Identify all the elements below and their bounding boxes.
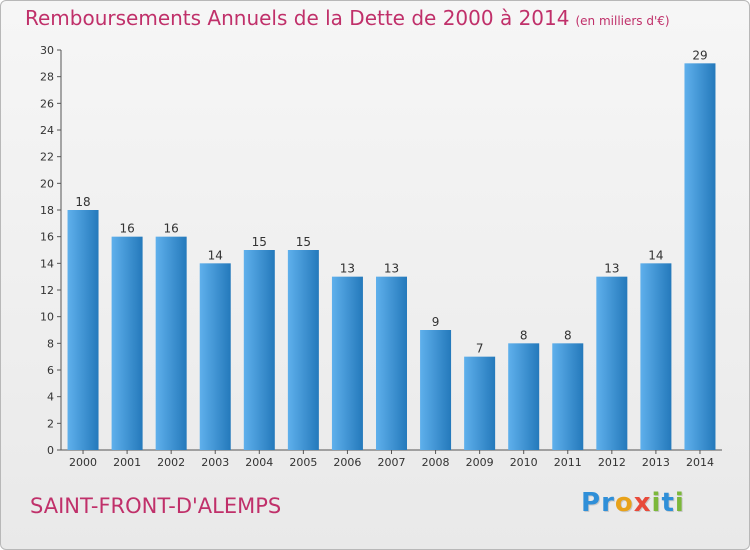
- logo-letter: t: [661, 488, 675, 518]
- logo-letter: P: [581, 488, 602, 518]
- bar: [199, 263, 231, 450]
- bar: [111, 236, 143, 450]
- x-tick-label: 2003: [201, 456, 229, 469]
- bar: [640, 263, 672, 450]
- x-tick-label: 2013: [642, 456, 670, 469]
- logo-letter: i: [674, 488, 685, 518]
- y-tick-label: 20: [40, 177, 54, 190]
- chart-title-text: Remboursements Annuels de la Dette de 20…: [25, 6, 570, 30]
- y-tick-label: 0: [47, 444, 54, 457]
- x-tick-label: 2004: [245, 456, 273, 469]
- x-tick-label: 2011: [554, 456, 582, 469]
- bar: [331, 276, 363, 450]
- x-tick-label: 2012: [598, 456, 626, 469]
- bar: [287, 250, 319, 450]
- data-label: 13: [384, 262, 399, 276]
- data-label: 13: [604, 262, 619, 276]
- bar: [376, 276, 407, 450]
- x-tick-label: 2007: [378, 456, 406, 469]
- bar: [67, 210, 99, 450]
- bar: [596, 276, 628, 450]
- bars-group: 18 16 16 14 15 15 13 13 9 7 8 8 13 14 29: [67, 48, 716, 450]
- y-tick-label: 26: [40, 97, 54, 110]
- proxiti-logo: Proxiti: [581, 488, 685, 518]
- y-tick-label: 16: [40, 231, 54, 244]
- data-label: 15: [252, 235, 267, 249]
- y-tick-label: 28: [40, 71, 54, 84]
- x-tick-label: 2009: [466, 456, 494, 469]
- y-tick-label: 22: [40, 151, 54, 164]
- data-label: 9: [432, 315, 440, 329]
- x-tick-label: 2008: [422, 456, 450, 469]
- data-label: 18: [75, 195, 90, 209]
- x-tick-label: 2001: [113, 456, 141, 469]
- logo-letter: x: [633, 488, 652, 518]
- data-label: 16: [164, 222, 179, 236]
- x-tick-label: 2005: [289, 456, 317, 469]
- x-tick-label: 2006: [333, 456, 361, 469]
- chart-subtitle: (en milliers d'€): [575, 14, 670, 28]
- bar: [508, 343, 540, 450]
- x-tick-label: 2010: [510, 456, 538, 469]
- y-tick-label: 24: [40, 124, 54, 137]
- data-label: 14: [208, 248, 223, 262]
- data-label: 29: [692, 48, 707, 62]
- y-tick-label: 12: [40, 284, 54, 297]
- data-label: 14: [648, 248, 663, 262]
- data-label: 13: [340, 262, 355, 276]
- y-tick-label: 14: [40, 257, 54, 270]
- logo-letter: i: [651, 488, 662, 518]
- place-name: SAINT-FRONT-D'ALEMPS: [30, 494, 282, 518]
- y-tick-label: 2: [47, 417, 54, 430]
- x-tick-label: 2000: [69, 456, 97, 469]
- data-label: 8: [520, 328, 528, 342]
- data-label: 15: [296, 235, 311, 249]
- data-label: 16: [119, 222, 134, 236]
- data-label: 7: [476, 342, 484, 356]
- y-tick-label: 4: [47, 391, 54, 404]
- logo-letter: r: [601, 488, 615, 518]
- y-tick-label: 18: [40, 204, 54, 217]
- bar: [420, 330, 452, 450]
- x-tick-label: 2014: [686, 456, 714, 469]
- bar: [464, 356, 496, 450]
- bar: [155, 236, 187, 450]
- y-tick-label: 8: [47, 337, 54, 350]
- logo-letter: o: [614, 488, 634, 518]
- y-tick-label: 6: [47, 364, 54, 377]
- bar: [552, 343, 584, 450]
- chart-title: Remboursements Annuels de la Dette de 20…: [25, 6, 670, 30]
- y-tick-label: 30: [40, 44, 54, 57]
- bar: [684, 63, 716, 450]
- bar: [243, 250, 275, 450]
- data-label: 8: [564, 328, 572, 342]
- x-tick-label: 2002: [157, 456, 185, 469]
- y-tick-label: 10: [40, 311, 54, 324]
